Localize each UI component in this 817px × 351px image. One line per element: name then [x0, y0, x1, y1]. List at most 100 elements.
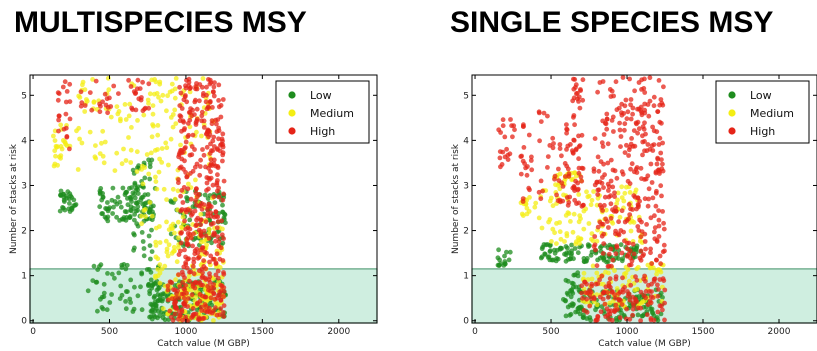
- point-high: [572, 77, 578, 82]
- point-high: [206, 287, 211, 293]
- point-high: [61, 126, 67, 132]
- point-high: [216, 125, 222, 131]
- point-high: [67, 116, 73, 122]
- legend-label-high: High: [750, 125, 775, 138]
- point-low: [100, 195, 106, 200]
- point-high: [87, 90, 93, 95]
- point-high: [624, 142, 629, 148]
- point-medium: [157, 81, 163, 87]
- point-high: [605, 160, 611, 166]
- point-high: [621, 229, 626, 235]
- point-low: [146, 157, 152, 163]
- point-high: [177, 84, 183, 90]
- point-high: [592, 242, 598, 248]
- point-medium: [554, 241, 559, 247]
- point-low: [118, 204, 124, 210]
- point-high: [605, 181, 611, 187]
- point-high: [613, 276, 619, 282]
- point-high: [182, 158, 187, 164]
- point-high: [557, 146, 563, 152]
- point-medium: [145, 97, 151, 103]
- point-high: [205, 211, 211, 216]
- point-low: [91, 263, 97, 269]
- point-high: [210, 182, 216, 188]
- point-high: [203, 99, 209, 105]
- point-high: [651, 94, 657, 100]
- point-high: [186, 79, 192, 85]
- point-high: [638, 305, 644, 311]
- point-high: [650, 148, 656, 153]
- point-low: [547, 257, 553, 263]
- point-low: [605, 259, 611, 264]
- point-medium: [581, 226, 587, 232]
- point-high: [616, 105, 622, 111]
- point-high: [605, 141, 611, 147]
- point-high: [566, 173, 572, 179]
- point-high: [220, 131, 226, 137]
- point-medium: [164, 249, 170, 255]
- point-low: [156, 298, 161, 304]
- point-low: [132, 284, 137, 290]
- point-high: [177, 118, 183, 124]
- point-high: [133, 90, 139, 96]
- point-high: [571, 114, 576, 120]
- point-high: [647, 298, 653, 304]
- point-high: [645, 142, 651, 147]
- point-high: [622, 284, 627, 290]
- point-high: [630, 111, 635, 117]
- point-high: [592, 136, 598, 142]
- point-high: [173, 304, 179, 310]
- point-high: [536, 110, 542, 116]
- point-low: [220, 202, 225, 208]
- point-high: [644, 312, 650, 318]
- point-medium: [572, 170, 578, 176]
- point-medium: [564, 231, 570, 236]
- point-high: [183, 93, 188, 98]
- point-high: [564, 147, 569, 152]
- point-high: [165, 287, 171, 293]
- point-high: [97, 109, 103, 115]
- point-high: [215, 165, 221, 171]
- point-medium: [76, 93, 82, 99]
- point-medium: [174, 259, 180, 265]
- point-high: [505, 157, 511, 163]
- point-high: [218, 288, 224, 294]
- point-high: [658, 97, 664, 102]
- point-high: [655, 156, 661, 162]
- point-medium: [211, 318, 216, 323]
- point-medium: [147, 91, 153, 97]
- point-high: [606, 188, 611, 193]
- point-high: [221, 303, 227, 308]
- point-high: [638, 165, 644, 171]
- point-medium: [586, 193, 592, 199]
- point-high: [204, 144, 210, 150]
- point-medium: [632, 287, 638, 293]
- point-high: [625, 109, 631, 115]
- point-high: [601, 161, 606, 167]
- point-medium: [147, 200, 153, 205]
- point-high: [599, 140, 605, 146]
- point-low: [109, 271, 115, 277]
- point-high: [631, 128, 637, 134]
- point-high: [619, 169, 625, 175]
- point-high: [105, 110, 110, 116]
- point-high: [656, 142, 662, 147]
- x-tick-label: 1000: [616, 327, 639, 337]
- point-medium: [548, 195, 554, 201]
- point-low: [151, 203, 156, 209]
- point-low: [129, 185, 135, 191]
- point-low: [209, 240, 215, 246]
- point-high: [635, 224, 641, 229]
- point-high: [62, 79, 68, 85]
- point-high: [142, 106, 147, 112]
- point-high: [632, 88, 637, 94]
- point-medium: [163, 140, 169, 146]
- point-medium: [576, 219, 582, 225]
- legend-marker-high: [288, 127, 296, 135]
- point-low: [132, 191, 137, 197]
- point-high: [661, 226, 667, 232]
- point-high: [614, 243, 620, 249]
- point-low: [572, 246, 578, 251]
- point-low: [495, 255, 501, 261]
- point-high: [628, 141, 634, 147]
